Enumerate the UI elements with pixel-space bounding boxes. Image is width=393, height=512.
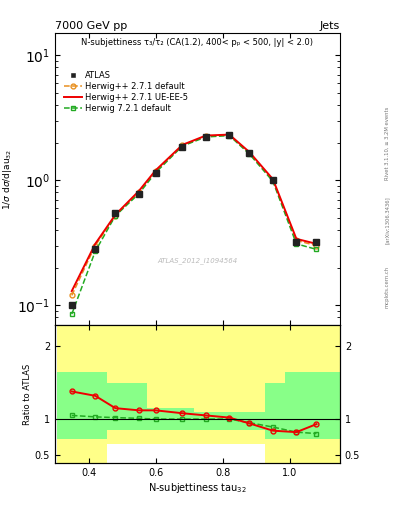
Text: mcplots.cern.ch: mcplots.cern.ch bbox=[385, 266, 389, 308]
X-axis label: N-subjettiness tau$_{32}$: N-subjettiness tau$_{32}$ bbox=[148, 481, 247, 495]
Text: [arXiv:1306.3436]: [arXiv:1306.3436] bbox=[385, 196, 389, 244]
Text: Rivet 3.1.10, ≥ 3.2M events: Rivet 3.1.10, ≥ 3.2M events bbox=[385, 106, 389, 180]
Text: Jets: Jets bbox=[320, 20, 340, 31]
Legend: ATLAS, Herwig++ 2.7.1 default, Herwig++ 2.7.1 UE-EE-5, Herwig 7.2.1 default: ATLAS, Herwig++ 2.7.1 default, Herwig++ … bbox=[62, 70, 190, 115]
Y-axis label: Ratio to ATLAS: Ratio to ATLAS bbox=[23, 364, 32, 424]
Text: ATLAS_2012_I1094564: ATLAS_2012_I1094564 bbox=[157, 257, 238, 264]
Text: N-subjettiness τ₃/τ₂ (CA(1.2), 400< pₚ < 500, |y| < 2.0): N-subjettiness τ₃/τ₂ (CA(1.2), 400< pₚ <… bbox=[81, 38, 314, 47]
Y-axis label: 1/$\sigma$ d$\sigma$/d|au$_{32}$: 1/$\sigma$ d$\sigma$/d|au$_{32}$ bbox=[1, 148, 14, 209]
Text: 7000 GeV pp: 7000 GeV pp bbox=[55, 20, 127, 31]
